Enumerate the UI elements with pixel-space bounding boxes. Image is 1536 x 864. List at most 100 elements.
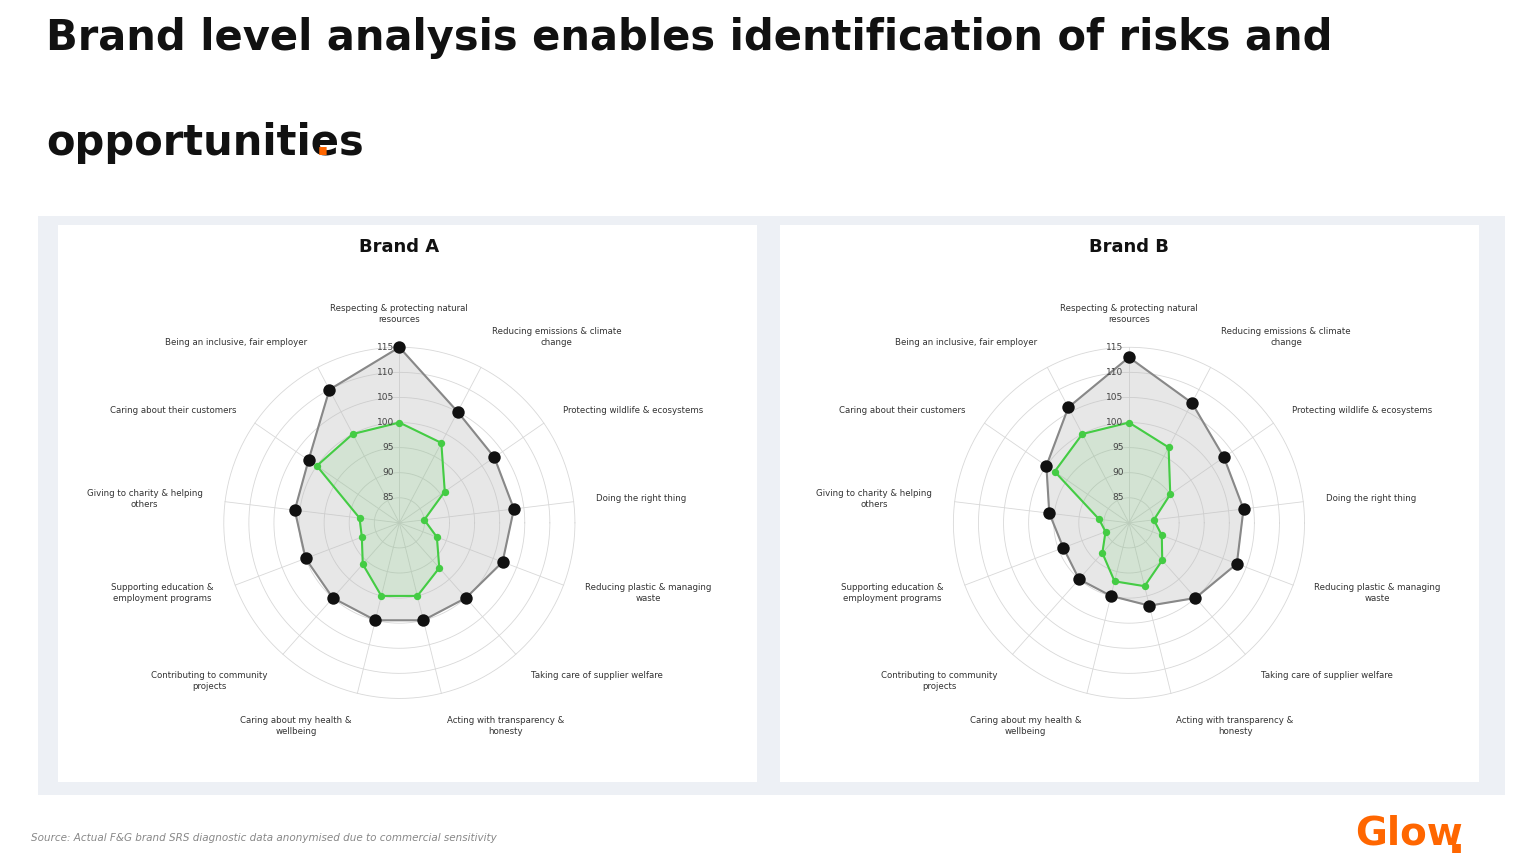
Text: Taking care of supplier welfare: Taking care of supplier welfare bbox=[1261, 671, 1393, 680]
Point bbox=[424, 530, 449, 544]
Point bbox=[369, 589, 393, 603]
FancyBboxPatch shape bbox=[51, 219, 765, 787]
Point bbox=[482, 450, 507, 464]
Point bbox=[1051, 541, 1075, 555]
Text: .: . bbox=[1447, 816, 1467, 863]
Point bbox=[1180, 396, 1204, 410]
Point bbox=[433, 485, 458, 499]
Point bbox=[1094, 524, 1118, 538]
Point bbox=[350, 557, 375, 571]
Text: Reducing plastic & managing
waste: Reducing plastic & managing waste bbox=[1315, 583, 1441, 603]
Point bbox=[1087, 512, 1112, 526]
Text: 90: 90 bbox=[1112, 468, 1124, 477]
Polygon shape bbox=[1055, 422, 1170, 586]
Text: .: . bbox=[315, 122, 330, 164]
Text: Supporting education &
employment programs: Supporting education & employment progra… bbox=[111, 583, 214, 603]
Point bbox=[341, 427, 366, 441]
Text: Reducing emissions & climate
change: Reducing emissions & climate change bbox=[1221, 327, 1350, 347]
Point bbox=[1068, 572, 1092, 586]
Point bbox=[445, 405, 470, 419]
Text: Giving to charity & helping
others: Giving to charity & helping others bbox=[816, 489, 932, 509]
Text: opportunities: opportunities bbox=[46, 122, 364, 164]
Text: Reducing emissions & climate
change: Reducing emissions & climate change bbox=[492, 327, 621, 347]
Point bbox=[1057, 400, 1081, 414]
FancyBboxPatch shape bbox=[773, 219, 1487, 787]
Point bbox=[362, 613, 387, 627]
Text: Doing the right thing: Doing the right thing bbox=[1326, 494, 1416, 504]
Point bbox=[1141, 513, 1166, 527]
Text: Respecting & protecting natural
resources: Respecting & protecting natural resource… bbox=[1060, 304, 1198, 325]
Point bbox=[1117, 351, 1141, 365]
Text: Caring about my health &
wellbeing: Caring about my health & wellbeing bbox=[969, 715, 1081, 735]
Text: 95: 95 bbox=[382, 443, 395, 452]
Point bbox=[1043, 465, 1068, 479]
Point bbox=[293, 551, 318, 565]
Point bbox=[387, 416, 412, 429]
Text: 85: 85 bbox=[1112, 493, 1124, 502]
Point bbox=[429, 436, 453, 450]
Point bbox=[1034, 459, 1058, 473]
Text: 95: 95 bbox=[1112, 443, 1124, 452]
Point bbox=[1149, 529, 1174, 543]
Text: Doing the right thing: Doing the right thing bbox=[596, 494, 687, 504]
Text: Brand B: Brand B bbox=[1089, 238, 1169, 256]
Point bbox=[453, 591, 478, 605]
Text: Taking care of supplier welfare: Taking care of supplier welfare bbox=[531, 671, 664, 680]
Point bbox=[1224, 557, 1249, 571]
Point bbox=[1212, 450, 1236, 464]
Polygon shape bbox=[295, 347, 515, 620]
Point bbox=[502, 502, 527, 516]
Text: Giving to charity & helping
others: Giving to charity & helping others bbox=[86, 489, 203, 509]
Text: Acting with transparency &
honesty: Acting with transparency & honesty bbox=[1177, 715, 1293, 735]
Point bbox=[304, 459, 329, 473]
Point bbox=[427, 561, 452, 575]
Text: Respecting & protecting natural
resources: Respecting & protecting natural resource… bbox=[330, 304, 468, 325]
Text: 105: 105 bbox=[1106, 393, 1124, 402]
Point bbox=[283, 503, 307, 517]
Text: Being an inclusive, fair employer: Being an inclusive, fair employer bbox=[164, 338, 307, 347]
Text: Brand level analysis enables identification of risks and: Brand level analysis enables identificat… bbox=[46, 17, 1333, 60]
Text: Supporting education &
employment programs: Supporting education & employment progra… bbox=[840, 583, 943, 603]
Text: 115: 115 bbox=[376, 343, 395, 352]
Point bbox=[1117, 416, 1141, 429]
FancyBboxPatch shape bbox=[17, 207, 1527, 804]
Point bbox=[406, 589, 430, 603]
Point bbox=[1103, 575, 1127, 588]
Point bbox=[1157, 441, 1181, 454]
Text: Protecting wildlife & ecosystems: Protecting wildlife & ecosystems bbox=[1292, 405, 1433, 415]
Point bbox=[321, 591, 346, 605]
Point bbox=[1091, 546, 1115, 560]
Text: Caring about my health &
wellbeing: Caring about my health & wellbeing bbox=[240, 715, 352, 735]
Text: 110: 110 bbox=[376, 368, 395, 377]
Text: 90: 90 bbox=[382, 468, 395, 477]
Point bbox=[387, 340, 412, 354]
Point bbox=[316, 383, 341, 397]
Text: Caring about their customers: Caring about their customers bbox=[839, 405, 966, 415]
Point bbox=[412, 513, 436, 527]
Text: Brand A: Brand A bbox=[359, 238, 439, 256]
Point bbox=[1137, 599, 1161, 613]
Text: Caring about their customers: Caring about their customers bbox=[109, 405, 237, 415]
Point bbox=[490, 555, 515, 569]
Text: Glow: Glow bbox=[1355, 815, 1462, 853]
Text: 85: 85 bbox=[382, 493, 395, 502]
Text: 100: 100 bbox=[376, 418, 395, 427]
Text: Contributing to community
projects: Contributing to community projects bbox=[151, 671, 267, 691]
Text: Contributing to community
projects: Contributing to community projects bbox=[880, 671, 997, 691]
Point bbox=[1183, 591, 1207, 605]
Text: Protecting wildlife & ecosystems: Protecting wildlife & ecosystems bbox=[562, 405, 703, 415]
Text: Acting with transparency &
honesty: Acting with transparency & honesty bbox=[447, 715, 564, 735]
Point bbox=[350, 530, 375, 544]
Text: 105: 105 bbox=[376, 393, 395, 402]
Text: 100: 100 bbox=[1106, 418, 1124, 427]
Polygon shape bbox=[316, 422, 445, 596]
Point bbox=[1158, 487, 1183, 501]
Point bbox=[1098, 589, 1123, 603]
Point bbox=[347, 511, 372, 525]
Text: 115: 115 bbox=[1106, 343, 1124, 352]
Point bbox=[1132, 579, 1157, 593]
Point bbox=[296, 454, 321, 467]
Text: Being an inclusive, fair employer: Being an inclusive, fair employer bbox=[894, 338, 1037, 347]
Point bbox=[412, 613, 436, 627]
Text: Reducing plastic & managing
waste: Reducing plastic & managing waste bbox=[585, 583, 711, 603]
